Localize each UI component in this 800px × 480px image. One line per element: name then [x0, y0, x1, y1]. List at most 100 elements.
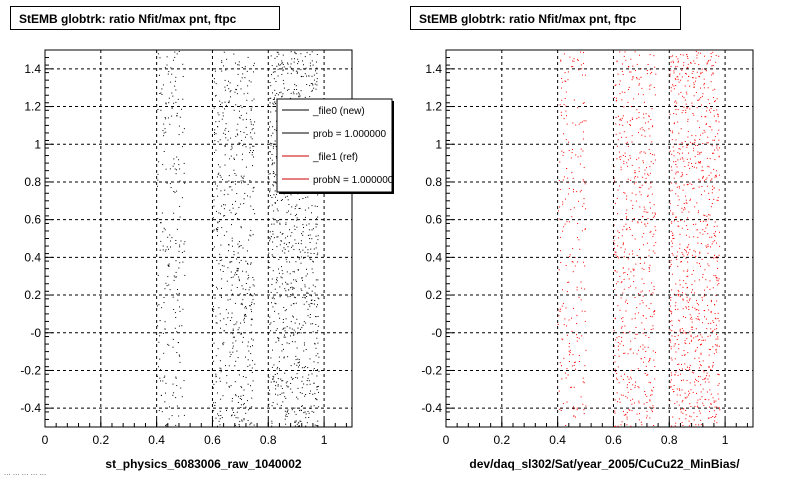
data-point [283, 66, 285, 68]
data-point [616, 145, 618, 147]
data-point [628, 253, 630, 255]
data-point [288, 210, 289, 212]
data-point [635, 381, 636, 383]
data-point [309, 242, 311, 243]
data-point [629, 71, 631, 73]
data-point [558, 390, 560, 392]
data-point [655, 213, 656, 215]
data-point [229, 209, 231, 211]
data-point [178, 325, 180, 327]
data-point [685, 418, 687, 420]
data-point [269, 106, 271, 107]
data-point [284, 410, 286, 412]
data-point [716, 260, 718, 262]
data-point [649, 88, 651, 90]
data-point [641, 278, 643, 280]
data-point [708, 60, 710, 62]
data-point [223, 132, 225, 134]
data-point [696, 229, 698, 231]
data-point [628, 268, 630, 270]
data-point [250, 81, 252, 83]
data-point [640, 421, 642, 423]
data-point [694, 350, 696, 352]
data-point [230, 277, 232, 279]
data-point [316, 54, 318, 55]
data-point [567, 281, 569, 283]
data-point [254, 363, 256, 365]
data-point [583, 167, 585, 169]
data-point [245, 306, 247, 307]
data-point [650, 389, 652, 391]
data-point [302, 76, 304, 77]
data-point [183, 250, 185, 252]
data-point [284, 336, 286, 338]
data-point [696, 54, 698, 56]
data-point [570, 387, 572, 389]
data-point [175, 76, 177, 78]
data-point [675, 161, 677, 162]
data-point [718, 383, 720, 385]
data-point [286, 283, 288, 285]
data-point [671, 330, 673, 332]
data-point [301, 233, 303, 235]
data-point [694, 206, 696, 208]
data-point [238, 374, 240, 376]
data-point [296, 89, 298, 90]
data-point [568, 221, 570, 223]
data-point [623, 163, 625, 165]
data-point [223, 330, 225, 332]
data-point [269, 266, 271, 268]
data-point [318, 370, 320, 372]
data-point [162, 231, 164, 233]
data-point [173, 212, 175, 214]
data-point [671, 189, 673, 191]
data-point [638, 112, 640, 114]
data-point [713, 233, 715, 235]
data-point [231, 400, 233, 402]
data-point [220, 327, 221, 329]
data-point [231, 182, 232, 183]
data-point [226, 58, 228, 60]
data-point [582, 103, 584, 104]
data-point [687, 301, 689, 303]
data-point [671, 324, 673, 326]
data-point [307, 249, 309, 251]
data-point [716, 225, 718, 227]
data-point [618, 382, 620, 384]
data-point [635, 263, 637, 265]
data-point [239, 110, 240, 112]
data-point [218, 212, 220, 214]
data-point [675, 171, 677, 173]
data-point [706, 375, 707, 377]
data-point [681, 252, 683, 254]
data-point [242, 145, 244, 147]
data-point [240, 114, 242, 116]
data-point [179, 168, 181, 170]
data-point [269, 121, 271, 123]
data-point [271, 278, 273, 280]
data-point [713, 152, 715, 154]
data-point [252, 124, 254, 126]
data-point [286, 381, 288, 383]
data-point [697, 145, 699, 146]
data-point [270, 142, 272, 144]
data-point [269, 97, 271, 99]
data-point [230, 149, 232, 151]
data-point [646, 395, 648, 397]
data-point [683, 350, 685, 352]
data-point [718, 156, 720, 158]
data-point [645, 182, 647, 184]
data-point [159, 93, 161, 94]
data-point [625, 217, 627, 219]
data-point [670, 87, 672, 89]
data-point [250, 136, 252, 138]
data-point [283, 306, 285, 308]
data-point [294, 421, 295, 423]
data-point [697, 318, 699, 320]
data-point [290, 73, 292, 75]
data-point [644, 223, 646, 225]
data-point [695, 349, 697, 351]
data-point [272, 173, 274, 174]
data-point [682, 54, 684, 56]
data-point [703, 310, 705, 311]
